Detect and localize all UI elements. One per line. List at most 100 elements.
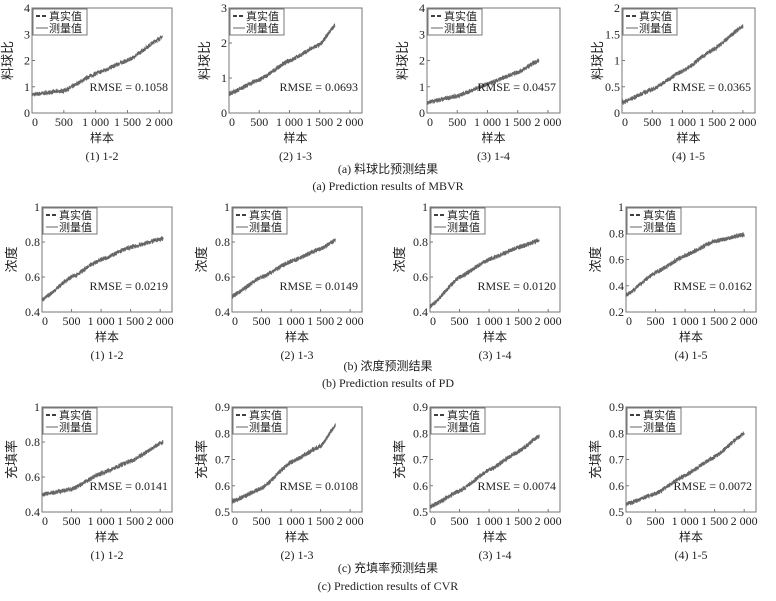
x-tick-label: 0 xyxy=(430,314,436,328)
x-tick-label: 1 000 xyxy=(669,115,696,129)
x-tick-label: 1 000 xyxy=(82,115,109,129)
y-tick-label: 2 xyxy=(419,54,425,68)
series-measured-line xyxy=(429,433,540,509)
rmse-annotation: RMSE = 0.0141 xyxy=(90,479,168,493)
series-measured-line xyxy=(231,423,336,504)
subplot-7: 0.4 0.6 0.8 1 0 500 1 000 1 500 2 000 样本 (3) 1-4 浓度… xyxy=(392,200,562,362)
y-tick-label: 0.6 xyxy=(215,479,230,493)
y-tick-label: 0.4 xyxy=(413,305,428,319)
subplot-title: (3) 1-4 xyxy=(479,548,512,562)
x-axis-label: 样本 xyxy=(679,329,703,344)
x-tick-label: 2 000 xyxy=(731,314,758,328)
y-tick-label: 0.6 xyxy=(25,470,40,484)
rmse-annotation: RMSE = 0.0365 xyxy=(673,80,751,94)
y-axis-label: 充填率 xyxy=(194,440,209,479)
legend-true-label: 真实值 xyxy=(249,408,282,422)
y-tick-label: 0.4 xyxy=(25,305,40,319)
y-axis-label: 充填率 xyxy=(392,440,407,479)
x-tick-label: 2 000 xyxy=(146,115,173,129)
y-tick-label: 0 xyxy=(419,106,425,120)
y-tick-label: 0.8 xyxy=(25,235,40,249)
legend-box xyxy=(232,207,288,235)
subplot-title: (2) 1-3 xyxy=(279,149,312,163)
x-axis-label: 样本 xyxy=(483,329,507,344)
y-tick-label: 0.4 xyxy=(609,279,624,293)
x-tick-label: 1 500 xyxy=(306,115,333,129)
legend-box xyxy=(430,207,486,235)
legend-measured-label: 测量值 xyxy=(643,221,676,234)
y-tick-label: 2 xyxy=(614,1,620,15)
rmse-annotation: RMSE = 0.0149 xyxy=(280,279,358,293)
y-tick-label: 0.6 xyxy=(609,253,624,267)
x-tick-label: 0 xyxy=(232,314,238,328)
x-tick-label: 0 xyxy=(42,514,48,528)
legend-true-label: 真实值 xyxy=(246,9,279,23)
x-tick-label: 0 xyxy=(622,115,628,129)
y-tick-label: 0.8 xyxy=(413,426,428,440)
y-tick-label: 0.8 xyxy=(609,426,624,440)
rmse-annotation: RMSE = 0.0693 xyxy=(280,80,358,94)
y-tick-label: 0.8 xyxy=(609,226,624,240)
y-tick-label: 1 xyxy=(221,71,227,85)
y-tick-label: 0.5 xyxy=(609,505,624,519)
subplot-10: 0.5 0.6 0.7 0.8 0.9 0 500 1 000 1 500 2 000 样本 (2) … xyxy=(194,400,364,562)
series-measured-line xyxy=(228,23,336,97)
x-tick-label: 1 000 xyxy=(476,314,503,328)
y-tick-label: 1 xyxy=(34,200,40,214)
x-tick-label: 1 000 xyxy=(672,314,699,328)
x-axis-label: 样本 xyxy=(481,130,505,145)
x-tick-label: 0 xyxy=(232,514,238,528)
legend-box xyxy=(626,407,682,435)
x-tick-label: 500 xyxy=(63,514,81,528)
y-tick-label: 3 xyxy=(221,1,227,15)
x-tick-label: 1 000 xyxy=(276,115,303,129)
x-axis-label: 样本 xyxy=(285,529,309,544)
legend-box xyxy=(622,8,678,36)
subplot-title: (4) 1-5 xyxy=(675,548,708,562)
x-tick-label: 0 xyxy=(430,514,436,528)
y-tick-label: 0.6 xyxy=(609,479,624,493)
y-tick-label: 0 xyxy=(614,106,620,120)
legend-measured-label: 测量值 xyxy=(59,221,92,234)
y-tick-label: 0.4 xyxy=(25,505,40,519)
y-tick-label: 0.5 xyxy=(413,505,428,519)
x-tick-label: 2 000 xyxy=(535,514,562,528)
x-tick-label: 500 xyxy=(451,514,469,528)
x-tick-label: 1 500 xyxy=(699,115,726,129)
x-axis-label: 样本 xyxy=(483,529,507,544)
y-tick-label: 0.8 xyxy=(215,235,230,249)
legend-true-label: 真实值 xyxy=(249,208,282,222)
x-tick-label: 500 xyxy=(647,514,665,528)
x-tick-label: 0 xyxy=(626,514,632,528)
x-tick-label: 2 000 xyxy=(147,314,174,328)
series-measured-line xyxy=(621,24,744,106)
x-tick-label: 1 500 xyxy=(504,115,531,129)
x-axis-label: 样本 xyxy=(283,130,307,145)
subplot-5: 0.4 0.6 0.8 1 0 500 1 000 1 500 2 000 样本 (1) 1-2 浓度… xyxy=(4,200,174,362)
y-tick-label: 0.5 xyxy=(605,80,620,94)
x-tick-label: 500 xyxy=(55,115,73,129)
x-tick-label: 1 000 xyxy=(88,514,115,528)
row-caption-zh-b: (b) 浓度预测结果 xyxy=(344,358,433,373)
subplot-title: (1) 1-2 xyxy=(86,149,119,163)
y-axis-label: 料球比 xyxy=(590,41,605,80)
x-tick-label: 500 xyxy=(63,314,81,328)
subplot-9: 0.4 0.6 0.8 1 0 500 1 000 1 500 2 000 样本 (1) 1-2 充填… xyxy=(4,400,174,562)
legend-true-label: 真实值 xyxy=(447,408,480,422)
legend-measured-label: 测量值 xyxy=(643,421,676,434)
x-tick-label: 500 xyxy=(451,314,469,328)
rmse-annotation: RMSE = 0.1058 xyxy=(90,80,168,94)
y-axis-label: 浓度 xyxy=(392,246,407,272)
rmse-annotation: RMSE = 0.0457 xyxy=(478,80,556,94)
x-tick-label: 1 500 xyxy=(114,115,141,129)
x-tick-label: 1 500 xyxy=(307,514,334,528)
legend-measured-label: 测量值 xyxy=(447,221,480,234)
x-axis-label: 样本 xyxy=(679,529,703,544)
x-tick-label: 2 000 xyxy=(336,115,363,129)
